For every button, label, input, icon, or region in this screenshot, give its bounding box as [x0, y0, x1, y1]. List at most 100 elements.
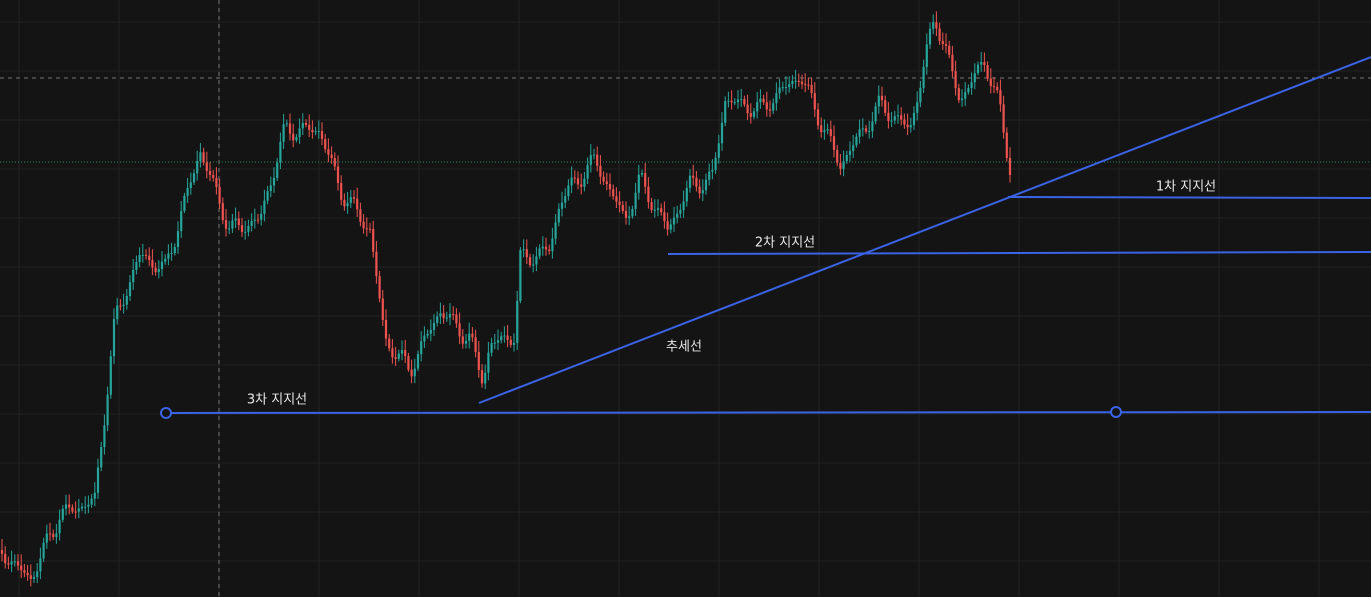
candle-body [813, 93, 816, 110]
candle-body [442, 313, 445, 318]
candle-body [144, 254, 148, 256]
candle-body [570, 177, 573, 186]
candle-body [612, 189, 615, 197]
candle-body [96, 467, 100, 493]
candle-body [720, 122, 724, 144]
candle-body [512, 342, 516, 345]
candle-body [320, 131, 324, 139]
candle-body [292, 133, 295, 141]
candle-body [698, 186, 701, 194]
candle-body [516, 300, 519, 343]
candle-body [992, 86, 996, 88]
candle-body [154, 267, 157, 273]
candle-body [679, 209, 682, 214]
candle-body [218, 186, 221, 204]
candle-body [32, 577, 36, 579]
candle-body [346, 202, 349, 207]
candle-body [208, 170, 212, 175]
candle-body [560, 202, 564, 209]
candle-body [554, 222, 557, 239]
candle-body [768, 109, 772, 111]
candle-body [528, 257, 532, 266]
candle-body [903, 119, 906, 125]
candle-body [295, 137, 298, 141]
candle-body [541, 246, 544, 249]
candle-body [576, 178, 580, 185]
candle-body [16, 561, 20, 566]
candle-body [848, 150, 852, 155]
candle-body [794, 80, 797, 82]
candle-body [20, 565, 23, 571]
candle-body [135, 261, 138, 270]
candle-body [151, 260, 154, 268]
candle-body [183, 195, 186, 212]
candle-body [458, 323, 461, 337]
candle-body [602, 176, 605, 182]
candle-body [429, 329, 432, 334]
candle-body [928, 28, 932, 45]
candle-body [215, 178, 218, 187]
candle-body [999, 90, 1002, 105]
candle-body [618, 201, 621, 205]
candle-body [487, 352, 490, 373]
candle-body [391, 348, 394, 358]
line-handle[interactable] [1110, 406, 1122, 418]
candle-body [580, 184, 583, 187]
candle-body [973, 73, 976, 83]
candle-body [327, 149, 330, 155]
candle-body [941, 40, 944, 45]
candle-body [740, 99, 743, 101]
support-line-3 [165, 411, 1371, 414]
candle-body [506, 335, 509, 340]
candle-body [157, 269, 160, 273]
candle-body [170, 253, 173, 255]
candle-body [957, 88, 960, 101]
candle-body [477, 352, 480, 371]
candle-body [119, 305, 122, 307]
candle-body [669, 224, 672, 230]
candle-body [455, 314, 458, 324]
candle-body [647, 186, 650, 202]
candle-body [730, 100, 733, 103]
candle-body [0, 550, 4, 554]
support-line-1 [1007, 196, 1371, 199]
candle-body [189, 182, 192, 188]
candle-body [256, 219, 260, 221]
candle-body [93, 492, 96, 499]
candles [0, 11, 1012, 587]
candle-body [781, 87, 784, 89]
candle-body [826, 129, 829, 131]
candle-body [413, 368, 416, 377]
candle-body [26, 572, 29, 576]
line-handle[interactable] [160, 407, 172, 419]
candle-body [407, 355, 410, 370]
candle-body [359, 209, 362, 222]
candle-body [989, 78, 992, 87]
candle-body [333, 158, 336, 167]
candle-body [288, 123, 292, 134]
candle-body [1008, 157, 1012, 176]
candle-body [368, 228, 372, 230]
candle-body [445, 317, 448, 319]
candle-body [90, 498, 93, 505]
candle-body [519, 250, 522, 301]
candle-body [922, 66, 925, 88]
candle-body [938, 28, 941, 41]
candle-body [269, 185, 272, 192]
candle-body [423, 335, 426, 342]
candle-body [932, 22, 935, 29]
candle-body [48, 533, 52, 535]
candle-body [231, 220, 234, 229]
candle-body [996, 86, 999, 91]
candle-body [874, 106, 877, 122]
candle-body [839, 162, 842, 169]
candle-body [496, 340, 500, 343]
candle-body [800, 81, 804, 85]
candle-body [916, 102, 919, 113]
candle-body [301, 122, 304, 129]
candle-body [84, 506, 87, 508]
candle-body [592, 154, 596, 156]
candle-body [749, 113, 752, 117]
